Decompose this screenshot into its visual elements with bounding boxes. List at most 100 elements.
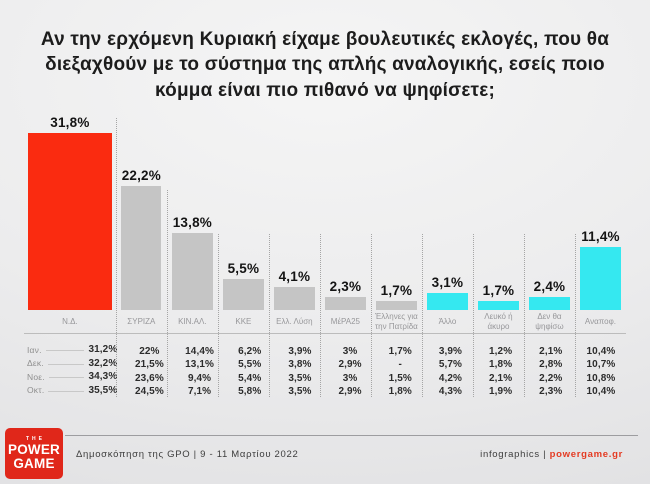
- table-cell: 2,9%: [325, 381, 375, 399]
- table-value: 32,2%: [88, 357, 118, 369]
- column-separator: [217, 234, 219, 397]
- table-value: 6,2%: [238, 345, 262, 357]
- footer-credit-brand: powergame.gr: [549, 449, 623, 460]
- table-cell: 10,4%: [576, 341, 626, 359]
- leader-line: [47, 363, 85, 365]
- footer-divider: [65, 435, 638, 436]
- table-value: 3,9%: [288, 345, 312, 357]
- table-cell: 14,4%: [174, 341, 224, 359]
- table-cell: 3,8%: [275, 354, 325, 372]
- table-value: 10,4%: [586, 345, 616, 357]
- table-value: 2,9%: [338, 359, 362, 371]
- table-cell: 3%: [325, 341, 375, 359]
- bar-category-label: Άλλο: [438, 316, 457, 326]
- chart-bar: [478, 300, 519, 310]
- row-label: Οκτ.: [27, 385, 45, 396]
- table-value: 22%: [139, 345, 160, 357]
- table-cell: Νοε. 34,3%: [24, 371, 124, 382]
- bar-zone: 31,8%: [24, 112, 116, 310]
- table-value: 2,2%: [539, 372, 563, 384]
- row-label: Δεκ.: [27, 358, 44, 369]
- bar-category-label: Ν.Δ.: [62, 316, 78, 326]
- table-value: 24,5%: [134, 386, 164, 398]
- bar-value-label: 13,8%: [172, 215, 212, 231]
- table-cell: 21,5%: [124, 354, 174, 372]
- bar-category-label: Λευκό ή άκυρο: [484, 311, 513, 331]
- table-value: 4,3%: [438, 386, 463, 398]
- table-cell: 1,5%: [375, 368, 425, 386]
- table-cell: 2,2%: [526, 368, 576, 386]
- table-cell: 3,9%: [425, 341, 475, 359]
- table-value: 3,5%: [288, 386, 312, 398]
- bar-value-label: 5,5%: [227, 261, 260, 277]
- table-value: 2,9%: [338, 386, 362, 398]
- table-top-divider: [24, 333, 626, 334]
- bar-zone: 1,7%: [473, 112, 524, 310]
- table-row: Οκτ. 35,5% 24,5% 7,1% 5,8% 3,5% 2,9% 1,8% 4,3% 1,…: [24, 384, 626, 398]
- table-value: 2,1%: [539, 345, 563, 357]
- bar-value-label: 2,4%: [533, 278, 566, 294]
- column-separator: [268, 234, 270, 397]
- table-cell: 10,4%: [576, 381, 626, 399]
- bar-zone: 3,1%: [422, 112, 473, 310]
- logo-line-game: GAME: [13, 456, 55, 471]
- footer-source-text: Δημοσκόπηση της GPO | 9 - 11 Μαρτίου 202…: [76, 449, 299, 460]
- table-cell: 1,8%: [476, 354, 526, 372]
- table-value: 2,8%: [539, 359, 563, 371]
- column-separator: [166, 190, 168, 397]
- table-value: 14,4%: [185, 345, 214, 357]
- table-cell: 13,1%: [174, 354, 224, 372]
- table-cell: 2,1%: [526, 341, 576, 359]
- table-value: 21,5%: [134, 359, 164, 371]
- table-value: 10,8%: [586, 372, 616, 384]
- bar-category-label: Αναποφ.: [584, 316, 617, 326]
- table-value: 1,2%: [489, 345, 513, 357]
- table-cell: 5,4%: [225, 368, 275, 386]
- bar-zone: 11,4%: [575, 112, 626, 310]
- table-value: 3%: [342, 345, 358, 357]
- table-cell: 9,4%: [174, 368, 224, 386]
- chart-column: 3,1% Άλλο: [422, 112, 473, 333]
- chart-bar: [121, 186, 162, 310]
- chart-column: 2,3% ΜέΡΑ25: [320, 112, 371, 333]
- table-cell: 3%: [325, 368, 375, 386]
- chart-bar: [427, 292, 468, 310]
- table-value: 34,3%: [88, 371, 118, 383]
- bar-zone: 2,4%: [524, 112, 575, 310]
- table-cell: 3,5%: [275, 368, 325, 386]
- bar-category-label: Ελλ. Λύση: [276, 316, 313, 326]
- row-label: Ιαν.: [27, 344, 42, 355]
- column-separator: [574, 234, 576, 397]
- table-row: Δεκ. 32,2% 21,5% 13,1% 5,5% 3,8% 2,9% - 5,7% 1,8%…: [24, 357, 626, 371]
- table-value: 3,8%: [288, 359, 312, 371]
- table-cell: Ιαν. 31,2%: [24, 344, 124, 355]
- bar-zone: 1,7%: [371, 112, 422, 310]
- table-value: 5,5%: [238, 359, 262, 371]
- bar-value-label: 3,1%: [431, 274, 464, 290]
- bar-value-label: 11,4%: [581, 228, 620, 244]
- table-cell: 2,3%: [526, 381, 576, 399]
- table-cell: 3,5%: [275, 381, 325, 399]
- table-cell: 1,9%: [476, 381, 526, 399]
- chart-bar: [376, 300, 417, 310]
- table-value: 1,7%: [388, 345, 412, 357]
- table-cell: 5,5%: [225, 354, 275, 372]
- table-cell: 2,1%: [476, 368, 526, 386]
- chart-column: 31,8% Ν.Δ.: [24, 112, 116, 333]
- bar-zone: 5,5%: [218, 112, 269, 310]
- table-cell: 23,6%: [124, 368, 174, 386]
- table-value: 4,2%: [438, 372, 463, 384]
- page-title: Αν την ερχόμενη Κυριακή είχαμε βουλευτικ…: [40, 29, 610, 101]
- bar-category-label: ΚΚΕ: [235, 316, 252, 326]
- table-cell: 24,5%: [124, 381, 174, 399]
- bar-category-label: ΚΙΝ.ΑΛ.: [178, 316, 207, 326]
- bar-category-label: Έλληνες για την Πατρίδα: [375, 311, 418, 331]
- table-cell: 10,7%: [576, 354, 626, 372]
- bar-zone: 22,2%: [116, 112, 167, 310]
- table-cell: 5,8%: [225, 381, 275, 399]
- table-value: 5,7%: [438, 359, 463, 371]
- table-value: 5,8%: [238, 386, 262, 398]
- table-value: 5,4%: [238, 372, 262, 384]
- table-row: Νοε. 34,3% 23,6% 9,4% 5,4% 3,5% 3% 1,5% 4,2% 2,1%…: [24, 370, 626, 384]
